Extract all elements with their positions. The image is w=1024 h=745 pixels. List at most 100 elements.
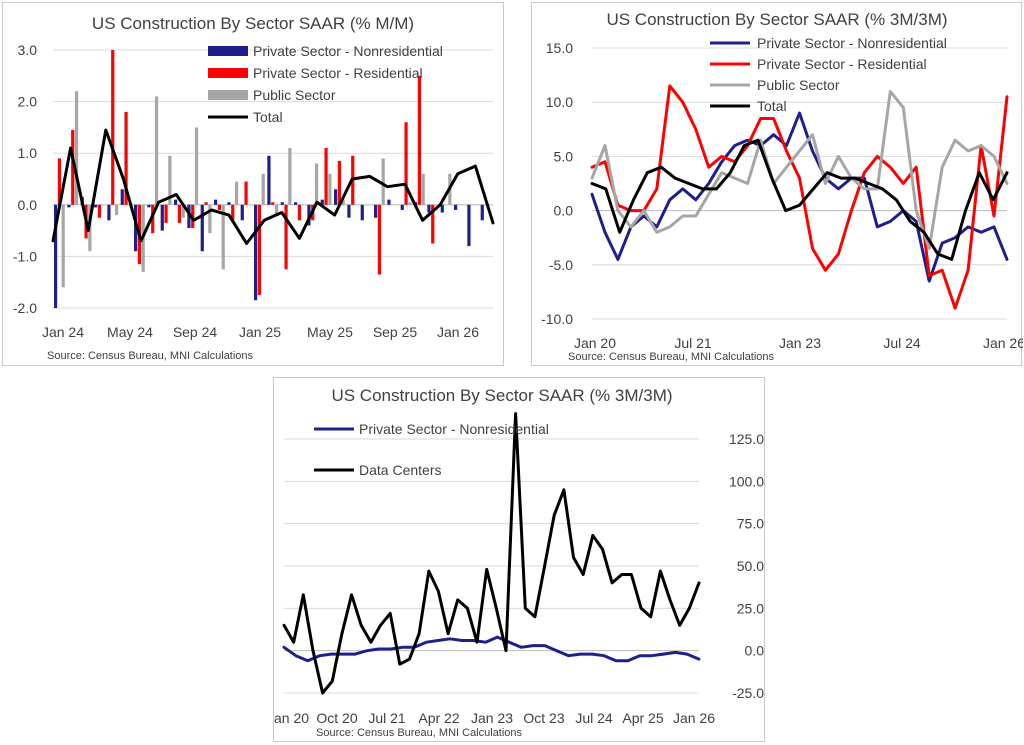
y-tick-label: 5.0 xyxy=(554,148,574,164)
bar-private-sector-nonresidential xyxy=(94,204,98,208)
bar-private-sector-nonresidential xyxy=(307,204,311,226)
bar-private-sector-nonresidential xyxy=(360,204,364,221)
bar-private-sector-nonresidential xyxy=(120,189,124,205)
y-tick-label: 125.0 xyxy=(729,431,764,447)
bar-private-sector-residential xyxy=(297,204,301,221)
bar-public-sector xyxy=(381,158,385,205)
bar-private-sector-nonresidential xyxy=(160,204,164,231)
bar-private-sector-nonresidential xyxy=(227,202,231,205)
series-line-private-sector-nonresidential xyxy=(282,635,701,663)
y-tick-label: 100.0 xyxy=(729,473,764,489)
x-tick-label: Jan 26 xyxy=(983,335,1023,351)
legend-label: Private Sector - Nonresidential xyxy=(359,421,549,437)
bar-private-sector-nonresidential xyxy=(480,204,484,221)
bar-private-sector-residential xyxy=(71,129,75,205)
legend-label: Private Sector - Nonresidential xyxy=(757,35,947,51)
legend-label: Total xyxy=(757,98,787,114)
bar-private-sector-nonresidential xyxy=(454,204,458,210)
y-tick-label: 2.0 xyxy=(18,94,38,110)
series-line-private-sector-nonresidential xyxy=(590,111,1009,283)
x-tick-label: Sep 24 xyxy=(173,324,218,340)
chart-panel-data-centers: US Construction By Sector SAAR (% 3M/3M)… xyxy=(273,377,765,742)
bar-private-sector-nonresidential xyxy=(347,204,351,218)
x-tick-label: Jan 26 xyxy=(673,710,715,726)
bar-private-sector-nonresidential xyxy=(387,199,391,205)
bar-private-sector-nonresidential xyxy=(294,202,298,205)
bar-private-sector-residential xyxy=(417,75,421,205)
y-tick-label: -10.0 xyxy=(541,311,573,327)
x-tick-label: May 25 xyxy=(307,324,353,340)
x-tick-label: Jul 24 xyxy=(575,710,613,726)
bar-private-sector-nonresidential xyxy=(280,202,284,205)
bar-private-sector-residential xyxy=(431,204,435,244)
y-tick-label: 0.0 xyxy=(745,643,765,659)
bar-private-sector-nonresidential xyxy=(467,204,471,247)
series-line-data-centers xyxy=(282,412,701,695)
bar-private-sector-nonresidential xyxy=(400,204,404,210)
bar-public-sector xyxy=(74,91,79,205)
source-note: Source: Census Bureau, MNI Calculations xyxy=(316,727,523,739)
y-tick-label: 3.0 xyxy=(18,42,38,58)
bar-public-sector xyxy=(194,127,199,205)
bar-private-sector-residential xyxy=(324,148,328,205)
legend-label: Total xyxy=(253,109,283,125)
x-tick-label: Jan 26 xyxy=(437,324,479,340)
bar-private-sector-residential xyxy=(57,158,61,205)
series-line-total xyxy=(51,128,495,245)
bar-public-sector xyxy=(234,181,239,205)
series-line-total xyxy=(590,138,1009,261)
bar-private-sector-residential xyxy=(177,204,181,223)
bar-private-sector-nonresidential xyxy=(334,189,338,205)
x-tick-label: Apr 22 xyxy=(418,710,459,726)
y-tick-label: -2.0 xyxy=(13,300,37,316)
bar-private-sector-residential xyxy=(404,122,408,205)
chart-panel-3m3m: US Construction By Sector SAAR (% 3M/3M)… xyxy=(531,2,1023,366)
bar-private-sector-residential xyxy=(257,204,261,296)
x-tick-label: Jan 20 xyxy=(574,335,616,351)
x-tick-label: Jan 24 xyxy=(42,324,84,340)
legend-label: Public Sector xyxy=(757,77,840,93)
bar-private-sector-nonresidential xyxy=(67,204,71,208)
series-line-public-sector xyxy=(590,89,1009,250)
x-tick-label: Oct 20 xyxy=(316,710,357,726)
bar-private-sector-residential xyxy=(217,204,221,210)
bar-private-sector-nonresidential xyxy=(187,204,191,229)
legend-swatch xyxy=(208,46,248,56)
bar-private-sector-nonresidential xyxy=(240,204,244,221)
bar-private-sector-nonresidential xyxy=(267,155,271,205)
bar-public-sector xyxy=(208,204,212,234)
bar-private-sector-nonresidential xyxy=(54,204,58,308)
legend-label: Data Centers xyxy=(359,462,441,478)
bar-private-sector-nonresidential xyxy=(214,199,218,205)
bar-private-sector-residential xyxy=(151,204,155,234)
bar-private-sector-residential xyxy=(377,204,381,275)
chart-title: US Construction By Sector SAAR (% M/M) xyxy=(92,14,414,33)
bar-private-sector-residential xyxy=(97,204,101,218)
bar-public-sector xyxy=(274,204,279,216)
y-tick-label: 25.0 xyxy=(737,600,764,616)
x-tick-label: Apr 25 xyxy=(622,710,663,726)
source-note: Source: Census Bureau, MNI Calculations xyxy=(568,351,775,363)
x-tick-label: Oct 23 xyxy=(523,710,564,726)
y-tick-label: 75.0 xyxy=(737,516,764,532)
x-tick-label: Jul 21 xyxy=(368,710,406,726)
x-tick-label: Sep 25 xyxy=(373,324,418,340)
legend-label: Private Sector - Nonresidential xyxy=(253,43,443,59)
bar-private-sector-nonresidential xyxy=(107,204,111,221)
legend-label: Private Sector - Residential xyxy=(757,56,927,72)
y-tick-label: -5.0 xyxy=(549,257,573,273)
bar-private-sector-nonresidential xyxy=(200,204,204,252)
x-tick-label: Jul 21 xyxy=(674,335,712,351)
bar-public-sector xyxy=(114,204,119,216)
bar-private-sector-residential xyxy=(164,204,168,223)
bar-public-sector xyxy=(61,204,65,288)
bar-public-sector xyxy=(221,204,225,270)
legend-swatch xyxy=(208,68,248,78)
y-tick-label: 0.0 xyxy=(18,197,38,213)
x-tick-label: Jan 20 xyxy=(274,710,309,726)
bar-public-sector xyxy=(341,199,345,205)
bar-public-sector xyxy=(328,173,332,205)
bar-private-sector-residential xyxy=(204,202,208,205)
y-tick-label: 10.0 xyxy=(546,94,573,110)
x-tick-label: Jul 24 xyxy=(883,335,921,351)
